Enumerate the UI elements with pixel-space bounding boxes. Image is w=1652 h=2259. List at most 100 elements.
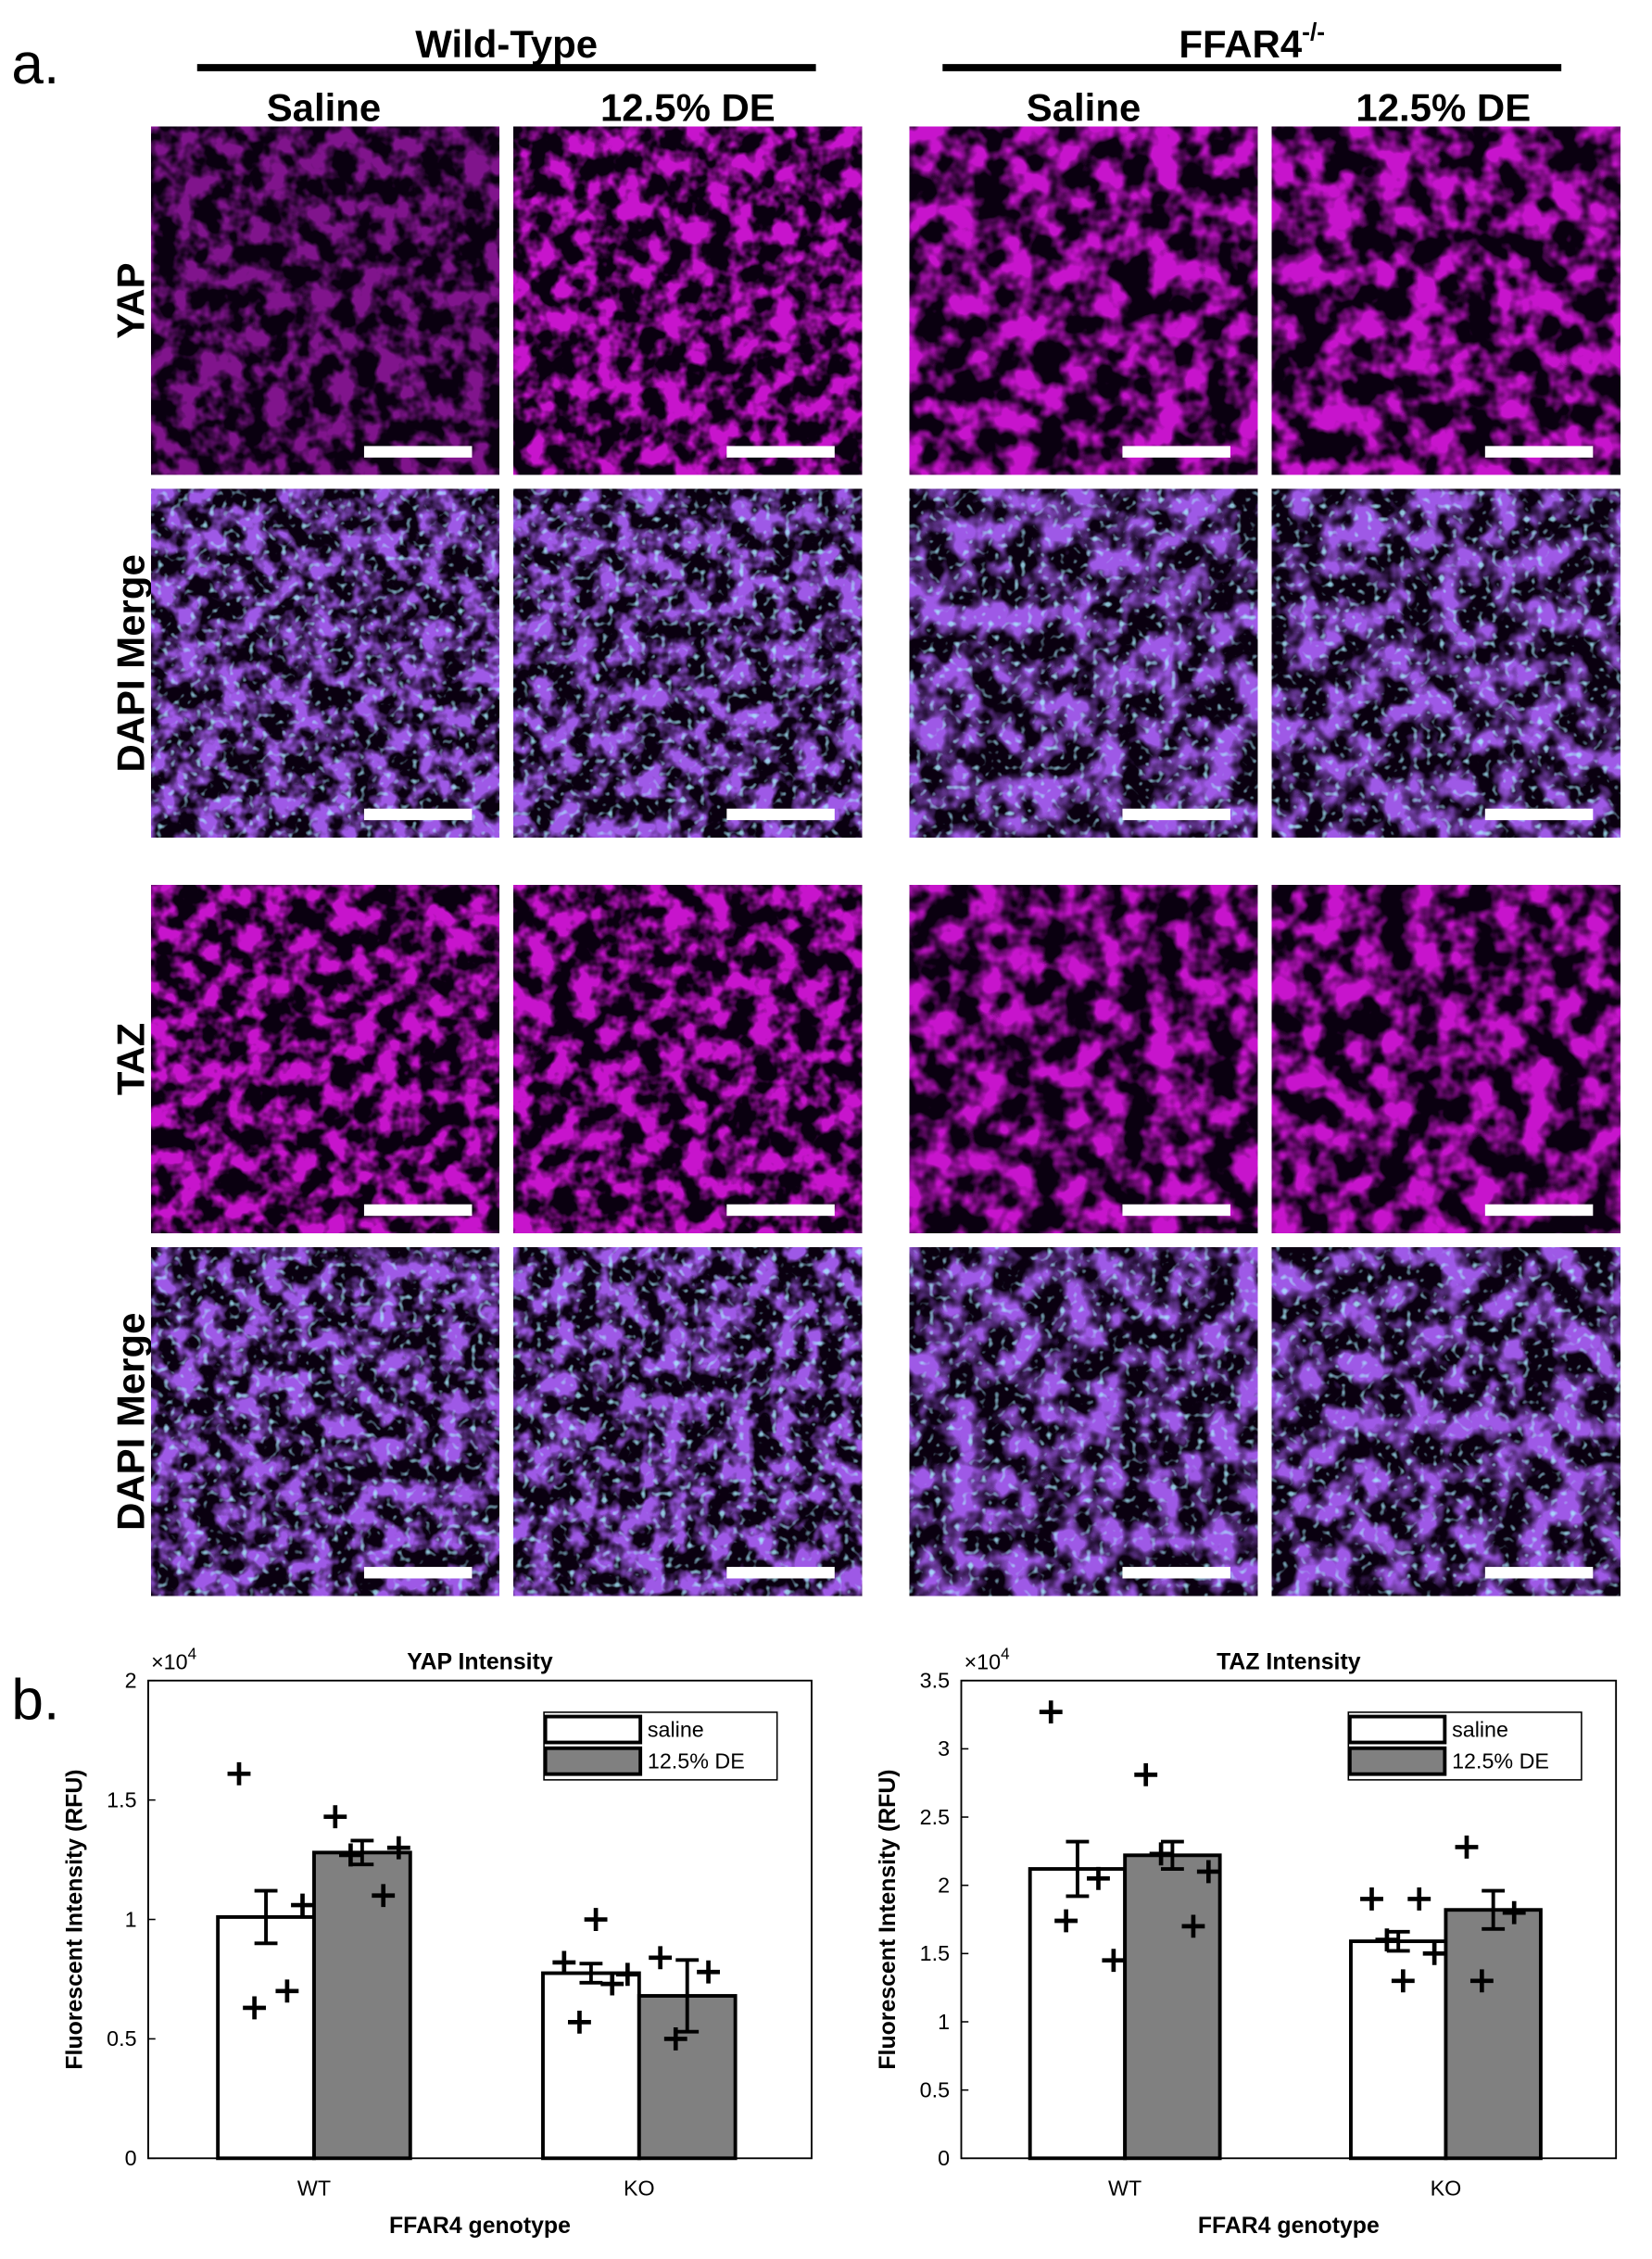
scale-bar xyxy=(1484,808,1594,821)
legend-swatch xyxy=(1347,1746,1447,1776)
legend-label: saline xyxy=(1452,1717,1508,1741)
y-tick-label: 1.5 xyxy=(107,1787,136,1811)
scale-bar xyxy=(1122,1204,1230,1217)
micrograph xyxy=(513,126,863,475)
y-axis-label: Fluorescent Intensity (RFU) xyxy=(63,1769,88,2069)
micrograph xyxy=(909,885,1258,1233)
chart: TAZ Intensity ×104 Fluorescent Intensity (… xyxy=(876,1645,1618,2239)
bar xyxy=(1028,1867,1128,2161)
micrograph xyxy=(909,1247,1258,1596)
y-tick-label: 1.5 xyxy=(920,1941,950,1965)
scale-bar xyxy=(1484,446,1594,458)
y-tick-label: 3 xyxy=(938,1736,950,1761)
scale-bar xyxy=(1122,808,1230,821)
scale-bar xyxy=(363,1204,473,1217)
data-point xyxy=(1502,1900,1526,1925)
micrograph xyxy=(909,126,1258,475)
y-tick-label: 2 xyxy=(125,1669,137,1693)
error-bar xyxy=(350,1838,374,1867)
error-bar xyxy=(1066,1839,1090,1899)
x-axis-label: FFAR4 genotype xyxy=(389,2214,571,2239)
group-label: Wild-Type xyxy=(415,22,598,66)
scale-bar xyxy=(363,446,473,458)
data-point xyxy=(275,1979,299,2003)
micrograph xyxy=(1271,885,1620,1233)
multiplier-exponent: 4 xyxy=(188,1645,197,1662)
scale-bar xyxy=(363,808,473,821)
data-point xyxy=(584,1908,608,1931)
error-bar xyxy=(254,1888,278,1946)
bar xyxy=(1123,1853,1222,2161)
legend-label: 12.5% DE xyxy=(1452,1748,1549,1773)
scale-bar xyxy=(726,446,835,458)
row-label: TAZ xyxy=(108,1023,152,1095)
axes-box xyxy=(147,1679,813,2160)
micrographs: Saline 12.5% DE Saline 12.5% DE YAP DAPI Merg… xyxy=(108,85,1620,1596)
axes-box xyxy=(960,1679,1618,2160)
micrograph xyxy=(1271,126,1620,475)
micrograph xyxy=(151,488,499,838)
micrograph xyxy=(1271,1247,1620,1596)
data-point xyxy=(697,1960,720,1984)
y-tick-label: 2.5 xyxy=(920,1805,950,1829)
row-label: YAP xyxy=(108,262,152,338)
data-point xyxy=(649,1946,673,1970)
bar xyxy=(541,1971,641,2161)
error-bar xyxy=(1482,1888,1506,1931)
x-tick-label: KO xyxy=(1431,2177,1462,2201)
chart-title: TAZ Intensity xyxy=(1217,1649,1361,1674)
scale-bar xyxy=(726,1204,835,1217)
error-bar xyxy=(579,1962,603,1985)
micrograph xyxy=(513,885,863,1233)
data-point xyxy=(1181,1914,1205,1938)
legend-swatch xyxy=(543,1714,643,1745)
data-point xyxy=(323,1805,347,1829)
scale-bar xyxy=(1122,1567,1230,1579)
y-tick-label: 1 xyxy=(125,1907,137,1931)
micrograph xyxy=(151,1247,499,1596)
y-tick-label: 0.5 xyxy=(107,2026,136,2051)
y-axis-label: Fluorescent Intensity (RFU) xyxy=(876,1769,901,2069)
row-label: DAPI Merge xyxy=(108,1313,152,1531)
legend-swatch xyxy=(1347,1714,1447,1745)
data-point xyxy=(1469,1969,1494,1993)
y-tick-label: 0.5 xyxy=(920,2077,950,2101)
scale-bar xyxy=(726,1567,835,1579)
panel-label: b. xyxy=(11,1669,59,1733)
error-bar xyxy=(675,1958,700,2034)
bar xyxy=(1349,1939,1448,2161)
data-point xyxy=(615,1962,639,1987)
data-point xyxy=(600,1972,624,1996)
column-label: Saline xyxy=(267,85,382,129)
data-point xyxy=(1134,1762,1158,1786)
micrograph xyxy=(909,488,1258,838)
bar xyxy=(216,1915,316,2161)
y-tick-label: 0 xyxy=(938,2146,950,2170)
column-label: Saline xyxy=(1027,85,1141,129)
bar xyxy=(1444,1908,1543,2161)
micrograph xyxy=(151,126,499,475)
micrograph xyxy=(1271,488,1620,838)
data-point xyxy=(1422,1941,1446,1965)
x-axis-label: FFAR4 genotype xyxy=(1198,2214,1380,2239)
y-tick-label: 3.5 xyxy=(920,1669,950,1693)
data-point xyxy=(1054,1909,1078,1933)
data-point xyxy=(1087,1866,1110,1890)
bar xyxy=(312,1850,412,2161)
micrograph xyxy=(151,885,499,1233)
column-label: 12.5% DE xyxy=(600,85,776,129)
group-label-sup: -/- xyxy=(1302,18,1325,45)
y-tick-label: 2 xyxy=(938,1873,950,1897)
data-point xyxy=(568,2010,591,2034)
column-label: 12.5% DE xyxy=(1356,85,1531,129)
data-point xyxy=(1102,1949,1126,1973)
data-point xyxy=(552,1950,576,1975)
row-label: DAPI Merge xyxy=(108,554,152,772)
scale-bar xyxy=(726,808,835,821)
multiplier-base: ×10 xyxy=(965,1649,1002,1673)
data-point xyxy=(291,1893,314,1917)
y-tick-label: 1 xyxy=(938,2010,950,2034)
data-point xyxy=(1149,1842,1173,1866)
